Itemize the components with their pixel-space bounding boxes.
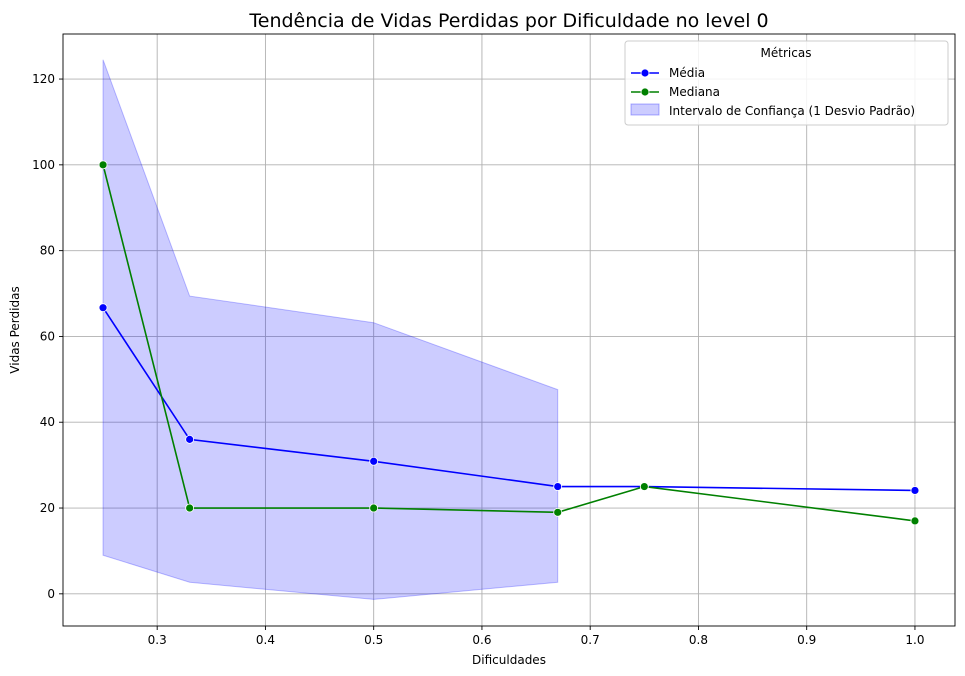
series-point-media [369, 456, 379, 466]
legend-box [624, 40, 949, 126]
x-tick-label: 0.9 [797, 633, 816, 647]
legend-label-media: Média [669, 66, 705, 80]
y-axis-ticks: 0 20 40 60 80 100 120 [32, 72, 63, 601]
y-tick-label: 100 [32, 158, 55, 172]
legend-marker-mediana [640, 87, 650, 97]
x-tick-label: 0.7 [581, 633, 600, 647]
confidence-band [102, 59, 559, 600]
series-point-mediana [639, 482, 649, 491]
y-tick-label: 80 [40, 244, 55, 258]
legend-label-mediana: Mediana [669, 85, 720, 99]
series-line-media [102, 307, 915, 492]
series-point-media [185, 434, 195, 444]
legend-marker-media [640, 68, 650, 78]
series-point-media [910, 486, 920, 495]
series-point-mediana [553, 507, 563, 517]
series-point-mediana [369, 503, 379, 513]
grid [63, 34, 955, 626]
series-point-mediana [910, 516, 920, 526]
y-axis-label: Vidas Perdidas [8, 286, 22, 373]
x-tick-label: 0.8 [689, 633, 708, 647]
x-axis-ticks: 0.3 0.4 0.5 0.6 0.7 0.8 0.9 1.0 [148, 626, 924, 647]
series-point-mediana [185, 503, 195, 513]
y-tick-label: 40 [40, 415, 55, 429]
y-tick-label: 60 [40, 329, 55, 343]
x-tick-label: 0.3 [148, 633, 167, 647]
legend: Métricas Média Mediana Intervalo de Conf… [624, 40, 949, 126]
legend-label-band: Intervalo de Confiança (1 Desvio Padrão) [669, 104, 915, 118]
legend-swatch-band [630, 103, 660, 116]
x-tick-label: 0.4 [256, 633, 275, 647]
series-point-mediana [98, 160, 108, 170]
y-tick-label: 0 [47, 587, 55, 601]
legend-title: Métricas [761, 46, 812, 60]
y-tick-label: 120 [32, 72, 55, 86]
series-point-media [98, 303, 108, 313]
x-tick-label: 1.0 [905, 633, 924, 647]
confidence-band-layer [102, 59, 559, 600]
y-tick-label: 20 [40, 501, 55, 515]
series-line-mediana [102, 164, 916, 522]
x-tick-label: 0.6 [472, 633, 491, 647]
chart-title: Tendência de Vidas Perdidas por Dificuld… [248, 10, 768, 32]
series-point-media [553, 482, 563, 491]
series-layer [98, 160, 920, 526]
x-axis-label: Dificuldades [472, 653, 546, 667]
plot-frame [62, 33, 956, 627]
x-tick-label: 0.5 [364, 633, 383, 647]
